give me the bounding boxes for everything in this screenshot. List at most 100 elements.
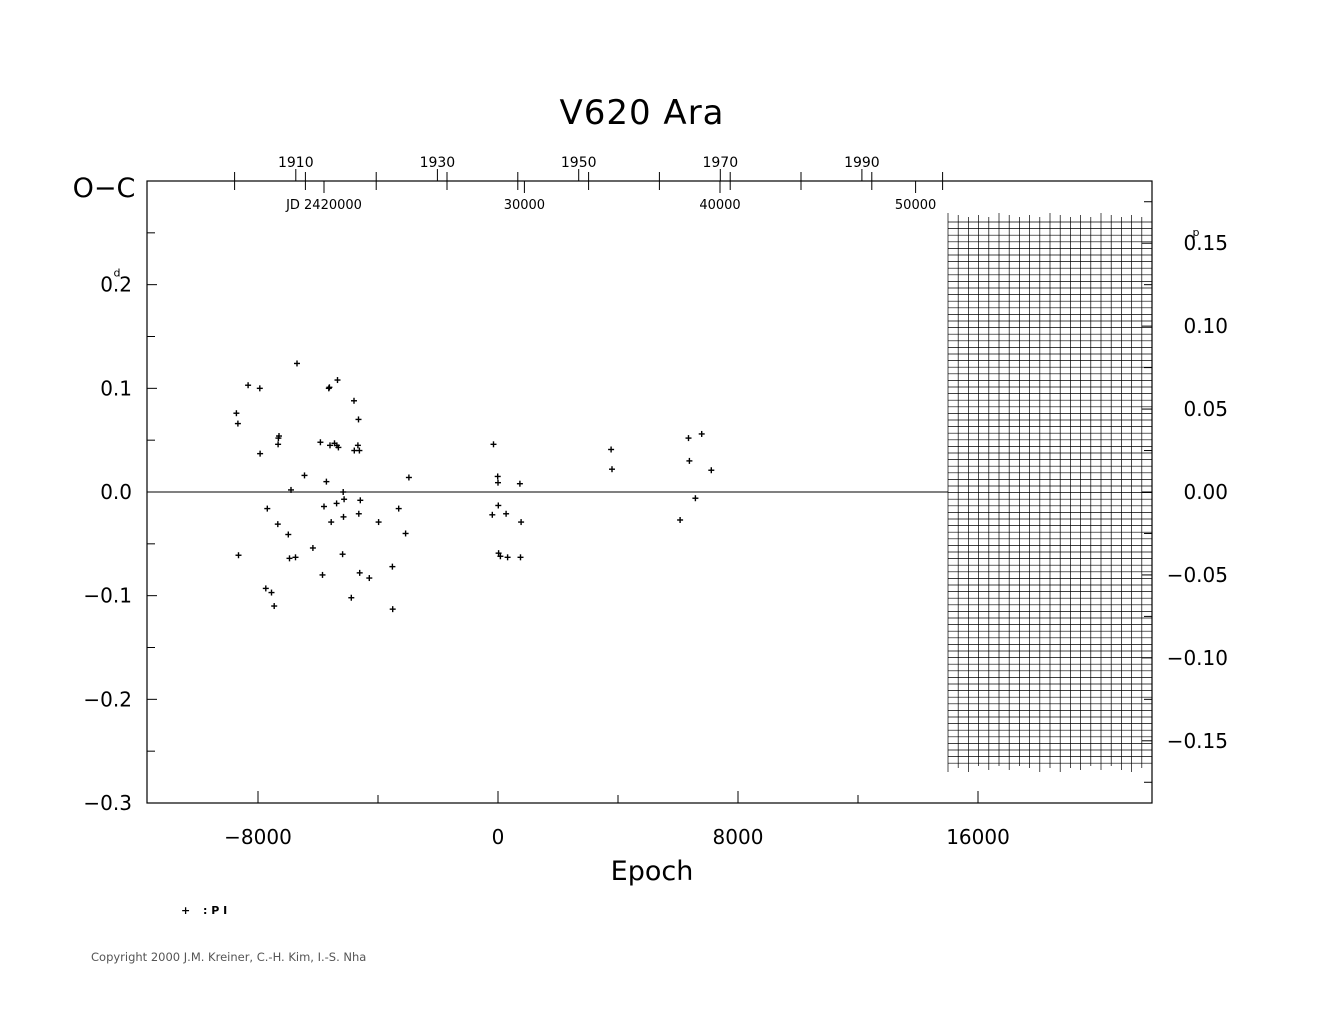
data-point bbox=[490, 441, 497, 448]
right-tick-label: −0.15 bbox=[1167, 729, 1228, 753]
data-point bbox=[504, 554, 511, 561]
top-year-label: 1990 bbox=[844, 155, 880, 171]
data-point bbox=[516, 480, 523, 487]
data-point bbox=[341, 496, 348, 503]
top-year-label: 1970 bbox=[702, 155, 738, 171]
top-year-label: 1950 bbox=[561, 155, 597, 171]
y-axis-title: O−C bbox=[73, 173, 136, 204]
legend-label: : P I bbox=[203, 904, 227, 917]
data-point bbox=[489, 511, 496, 518]
data-point bbox=[355, 510, 362, 517]
data-point bbox=[292, 554, 299, 561]
data-point bbox=[235, 552, 242, 559]
data-point bbox=[326, 384, 333, 391]
right-tick-label: −0.05 bbox=[1167, 563, 1228, 587]
y-tick-label: 0.2 bbox=[100, 273, 132, 297]
data-point bbox=[262, 585, 269, 592]
y-tick-label: −0.3 bbox=[83, 791, 132, 815]
data-point bbox=[355, 416, 362, 423]
data-points bbox=[233, 360, 715, 613]
data-point bbox=[317, 439, 324, 446]
data-point bbox=[294, 360, 300, 367]
x-tick-label: 8000 bbox=[713, 825, 764, 849]
data-point bbox=[274, 521, 281, 528]
y-tick-label: −0.2 bbox=[83, 687, 132, 711]
data-point bbox=[257, 450, 264, 457]
data-point bbox=[256, 385, 263, 392]
data-point bbox=[494, 473, 501, 480]
top-jd-label: 50000 bbox=[895, 198, 936, 213]
data-point bbox=[319, 571, 326, 578]
y-tick-label: −0.1 bbox=[83, 584, 132, 608]
data-point bbox=[348, 594, 355, 601]
x-axis-title: Epoch bbox=[611, 856, 694, 887]
data-point bbox=[354, 442, 361, 449]
top-year-label: 1930 bbox=[420, 155, 456, 171]
axis-ticks bbox=[147, 169, 1152, 804]
right-tick-label: 0.10 bbox=[1183, 314, 1228, 338]
data-point bbox=[340, 489, 347, 495]
data-point bbox=[609, 466, 615, 473]
data-point bbox=[389, 563, 396, 570]
data-point bbox=[276, 433, 282, 440]
data-point bbox=[497, 553, 504, 560]
data-point bbox=[321, 503, 327, 510]
data-point bbox=[327, 442, 333, 449]
legend-symbol: + bbox=[181, 904, 190, 917]
data-point bbox=[301, 472, 308, 479]
top-jd-label: 30000 bbox=[504, 198, 545, 213]
data-point bbox=[335, 444, 342, 451]
data-point bbox=[275, 441, 282, 448]
data-point bbox=[608, 446, 615, 453]
data-point bbox=[686, 457, 693, 464]
data-point bbox=[366, 575, 373, 582]
data-point bbox=[323, 478, 330, 485]
x-tick-label: 0 bbox=[492, 825, 505, 849]
data-point bbox=[685, 435, 692, 442]
data-point bbox=[288, 486, 294, 493]
top-jd-label: JD 2420000 bbox=[285, 198, 362, 213]
data-point bbox=[268, 589, 275, 596]
data-point bbox=[692, 495, 699, 502]
data-point bbox=[677, 516, 684, 523]
data-point bbox=[518, 519, 525, 526]
data-point bbox=[356, 447, 363, 454]
data-point bbox=[328, 519, 335, 526]
data-point bbox=[340, 513, 347, 520]
data-point bbox=[285, 531, 292, 538]
y-unit-superscript: d bbox=[114, 267, 121, 280]
data-point bbox=[233, 410, 240, 417]
data-point bbox=[309, 544, 316, 551]
data-point bbox=[402, 530, 409, 537]
data-point bbox=[375, 519, 382, 526]
x-tick-label: −8000 bbox=[224, 825, 292, 849]
top-jd-label: 40000 bbox=[699, 198, 740, 213]
data-point bbox=[405, 474, 412, 481]
data-point bbox=[708, 467, 715, 474]
data-point bbox=[286, 555, 293, 562]
data-point bbox=[389, 606, 396, 613]
data-point bbox=[495, 479, 501, 486]
data-point bbox=[351, 447, 358, 454]
x-tick-label: 16000 bbox=[946, 825, 1010, 849]
data-point bbox=[334, 377, 341, 384]
data-point bbox=[264, 505, 271, 512]
hatched-region bbox=[947, 213, 1153, 772]
data-point bbox=[234, 420, 241, 427]
right-unit-superscript: p bbox=[1193, 226, 1200, 239]
right-tick-label: 0.00 bbox=[1183, 480, 1228, 504]
data-point bbox=[698, 430, 705, 437]
chart-title: V620 Ara bbox=[559, 93, 724, 133]
data-point bbox=[356, 569, 363, 576]
copyright-text: Copyright 2000 J.M. Kreiner, C.-H. Kim, … bbox=[91, 950, 366, 964]
data-point bbox=[351, 397, 357, 404]
data-point bbox=[495, 550, 502, 557]
data-point bbox=[357, 497, 364, 504]
data-point bbox=[503, 510, 510, 517]
data-point bbox=[517, 554, 524, 561]
data-point bbox=[333, 500, 340, 507]
data-point bbox=[245, 382, 252, 389]
data-point bbox=[339, 551, 346, 558]
top-year-label: 1910 bbox=[278, 155, 314, 171]
